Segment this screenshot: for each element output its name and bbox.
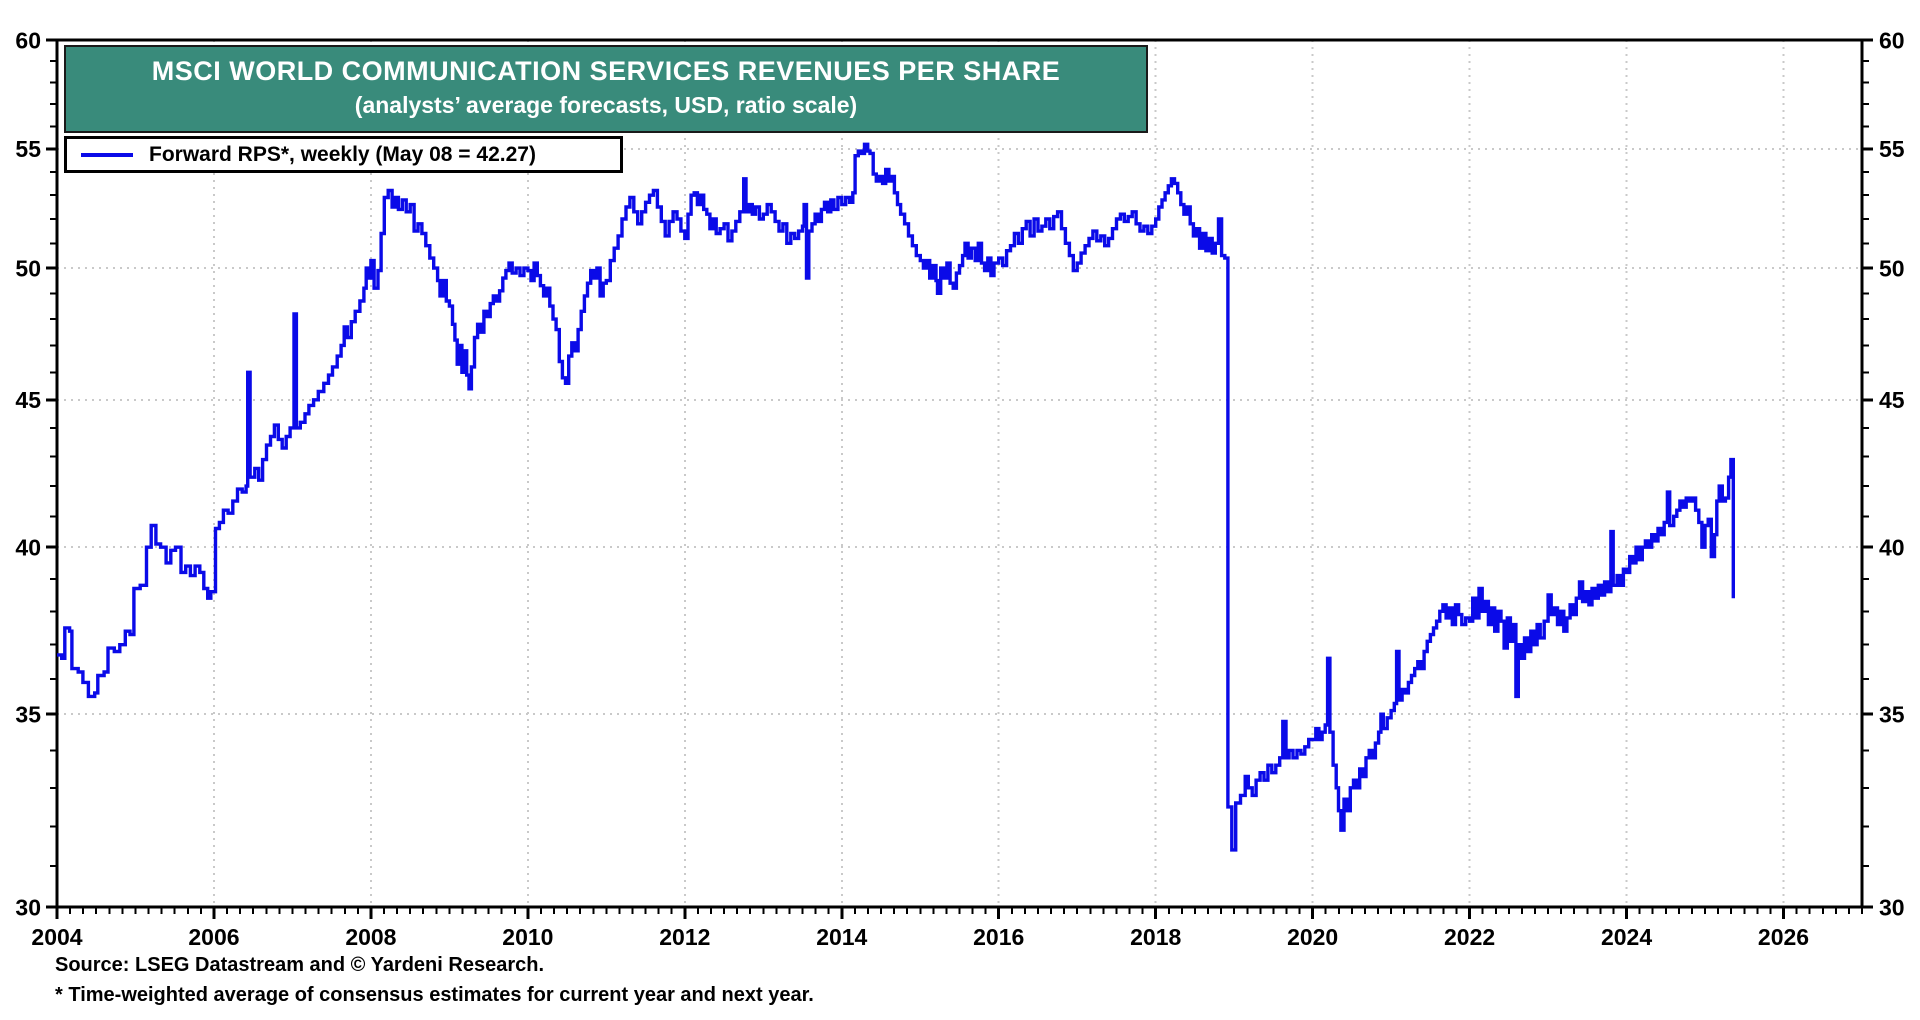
axis-ticks: [46, 38, 1873, 919]
x-tick-label: 2010: [502, 924, 553, 950]
y-tick-label: 40: [1879, 534, 1905, 560]
y-tick-label: 55: [1879, 136, 1905, 162]
y-tick-label: 40: [15, 534, 41, 560]
gridlines: [57, 40, 1862, 907]
y-tick-label: 30: [1879, 894, 1905, 920]
x-tick-label: 2008: [345, 924, 396, 950]
y-tick-label: 50: [1879, 255, 1905, 281]
y-tick-label: 35: [15, 701, 41, 727]
chart-title: MSCI WORLD COMMUNICATION SERVICES REVENU…: [151, 56, 1061, 86]
x-tick-label: 2004: [31, 924, 82, 950]
y-tick-label: 45: [15, 387, 41, 413]
y-tick-label: 55: [15, 136, 41, 162]
y-tick-label: 50: [15, 255, 41, 281]
x-tick-label: 2020: [1287, 924, 1338, 950]
y-tick-label: 60: [1879, 27, 1905, 53]
chart-title-box: MSCI WORLD COMMUNICATION SERVICES REVENU…: [64, 45, 1148, 133]
chart-subtitle: (analysts’ average forecasts, USD, ratio…: [354, 92, 858, 118]
x-tick-label: 2026: [1758, 924, 1809, 950]
legend-box: Forward RPS*, weekly (May 08 = 42.27): [64, 136, 623, 173]
x-tick-label: 2018: [1130, 924, 1181, 950]
y-axis-labels: 30 30 35 35 40 40 45 45 50 50 55 55 60 60: [15, 27, 1904, 920]
y-tick-label: 45: [1879, 387, 1905, 413]
x-tick-label: 2006: [188, 924, 239, 950]
legend-line-swatch-icon: [81, 152, 133, 157]
x-tick-label: 2012: [659, 924, 710, 950]
y-tick-label: 60: [15, 27, 41, 53]
x-tick-label: 2022: [1444, 924, 1495, 950]
x-axis-labels: 2004 2006 2008 2010 2012 2014 2016 2018 2020 2022…: [31, 924, 1809, 950]
footnote-text: * Time-weighted average of consensus est…: [55, 984, 814, 1006]
x-tick-label: 2016: [973, 924, 1024, 950]
legend-label: Forward RPS*, weekly (May 08 = 42.27): [149, 142, 536, 166]
series-line: [57, 142, 1735, 852]
y-tick-label: 35: [1879, 701, 1905, 727]
source-text: Source: LSEG Datastream and © Yardeni Re…: [55, 954, 545, 976]
x-tick-label: 2024: [1601, 924, 1652, 950]
x-tick-label: 2014: [816, 924, 867, 950]
y-tick-label: 30: [15, 894, 41, 920]
